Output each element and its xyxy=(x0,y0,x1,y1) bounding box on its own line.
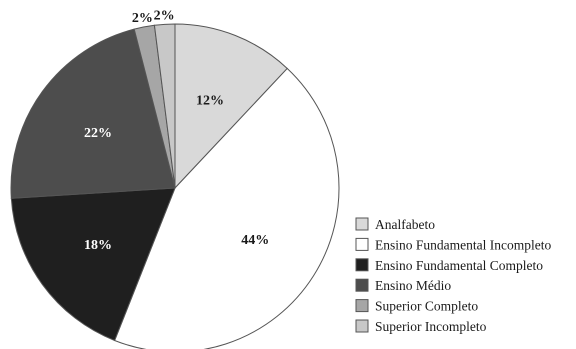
legend-swatch-5 xyxy=(355,299,369,313)
pie-slice-2 xyxy=(113,67,340,349)
legend-label-4: Ensino Médio xyxy=(375,278,451,293)
pie-slice-6 xyxy=(153,23,176,189)
pie-slice-label-5: 2% xyxy=(132,11,153,26)
legend-label-5: Superior Completo xyxy=(375,299,478,314)
legend-label-3: Ensino Fundamental Completo xyxy=(375,258,543,273)
legend-label-2: Ensino Fundamental Incompleto xyxy=(375,237,551,252)
pie-slice-3 xyxy=(10,187,176,342)
legend-swatch-1 xyxy=(355,217,369,231)
legend-label-1: Analfabeto xyxy=(375,217,435,232)
pie-slice-label-1: 12% xyxy=(196,94,224,109)
legend-swatch-4 xyxy=(355,278,369,292)
legend: Analfabeto Ensino Fundamental Incompleto E… xyxy=(355,217,551,334)
pie-slice-label-6: 2% xyxy=(154,8,175,23)
pie-slice-label-4: 22% xyxy=(84,126,112,141)
pie-slice-label-3: 18% xyxy=(84,238,112,253)
legend-swatch-6 xyxy=(355,319,369,333)
pie-slices xyxy=(10,23,340,349)
legend-label-6: Superior Incompleto xyxy=(375,319,487,334)
pie-slice-1 xyxy=(174,23,288,190)
legend-swatch-3 xyxy=(355,258,369,272)
pie-labels: 12% 44% 18% 22% 2% 2% xyxy=(84,8,269,253)
pie-slice-4 xyxy=(10,28,176,199)
legend-swatch-2 xyxy=(355,237,369,251)
pie-slice-label-2: 44% xyxy=(241,233,269,248)
